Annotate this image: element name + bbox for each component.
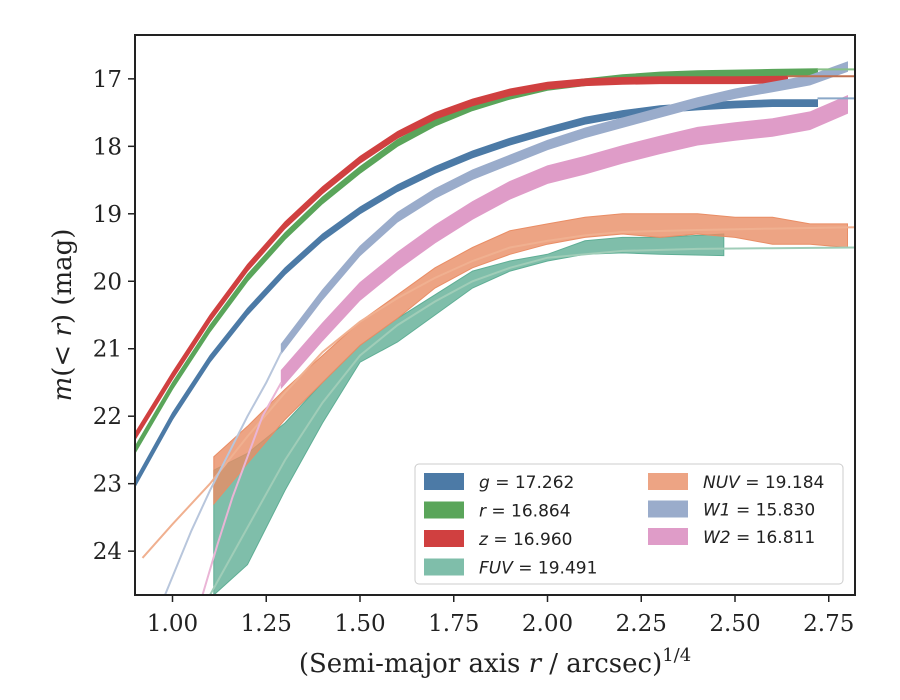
legend-label-w1: W1 = 15.830 xyxy=(703,501,815,521)
band-w2 xyxy=(280,94,848,390)
legend-swatch-w1 xyxy=(648,500,688,518)
legend-box xyxy=(414,463,844,585)
legend-swatch-z xyxy=(424,530,464,547)
band-g xyxy=(135,99,818,489)
y-axis-ticks: 17 18 19 20 21 22 23 24 xyxy=(93,67,135,565)
y-tick-label: 19 xyxy=(93,202,122,228)
legend-label-g: g = 17.262 xyxy=(479,473,574,493)
x-tick-label: 1.00 xyxy=(147,611,198,637)
x-tick-label: 1.50 xyxy=(334,611,385,637)
x-tick-label: 2.50 xyxy=(709,611,760,637)
x-axis-label: (Semi-major axis r / arcsec)1/4 xyxy=(299,645,691,679)
model-curve-0 xyxy=(141,226,855,559)
legend-swatch-nuv xyxy=(648,473,688,490)
model-curve-3 xyxy=(201,382,283,595)
x-axis-ticks: 1.00 1.25 1.50 1.75 2.00 2.25 2.50 2.75 xyxy=(147,595,854,637)
x-tick-label: 2.00 xyxy=(522,611,573,637)
band-w1 xyxy=(280,61,848,355)
x-tick-label: 2.75 xyxy=(803,611,854,637)
y-tick-label: 20 xyxy=(93,269,122,295)
legend-label-fuv: FUV = 19.491 xyxy=(479,559,597,579)
legend-label-nuv: NUV = 19.184 xyxy=(703,473,824,493)
legend-label-z: z = 16.960 xyxy=(478,530,572,550)
legend-swatch-w2 xyxy=(648,528,688,545)
legend-swatch-fuv xyxy=(424,558,464,576)
legend-label-r: r = 16.864 xyxy=(479,502,571,522)
x-tick-label: 1.25 xyxy=(241,611,292,637)
plot-frame xyxy=(134,34,856,596)
y-tick-label: 24 xyxy=(93,539,122,565)
model-curve-2 xyxy=(164,351,283,595)
y-tick-label: 17 xyxy=(93,67,122,93)
y-tick-label: 23 xyxy=(93,472,122,498)
model-curves xyxy=(141,68,855,595)
y-tick-label: 21 xyxy=(93,337,122,363)
model-curve-1 xyxy=(209,246,855,595)
legend-swatch-g xyxy=(424,473,464,490)
legend-swatch-r xyxy=(424,501,464,519)
y-tick-label: 18 xyxy=(93,134,122,160)
legend-label-w2: W2 = 16.811 xyxy=(703,528,815,548)
x-tick-label: 2.25 xyxy=(616,611,667,637)
y-axis-label: m(< r) (mag) xyxy=(48,229,78,402)
x-tick-label: 1.75 xyxy=(428,611,479,637)
legend: g = 17.262 r = 16.864 z = 16.960 FUV = 19.4… xyxy=(414,463,844,585)
y-tick-label: 22 xyxy=(93,404,122,430)
